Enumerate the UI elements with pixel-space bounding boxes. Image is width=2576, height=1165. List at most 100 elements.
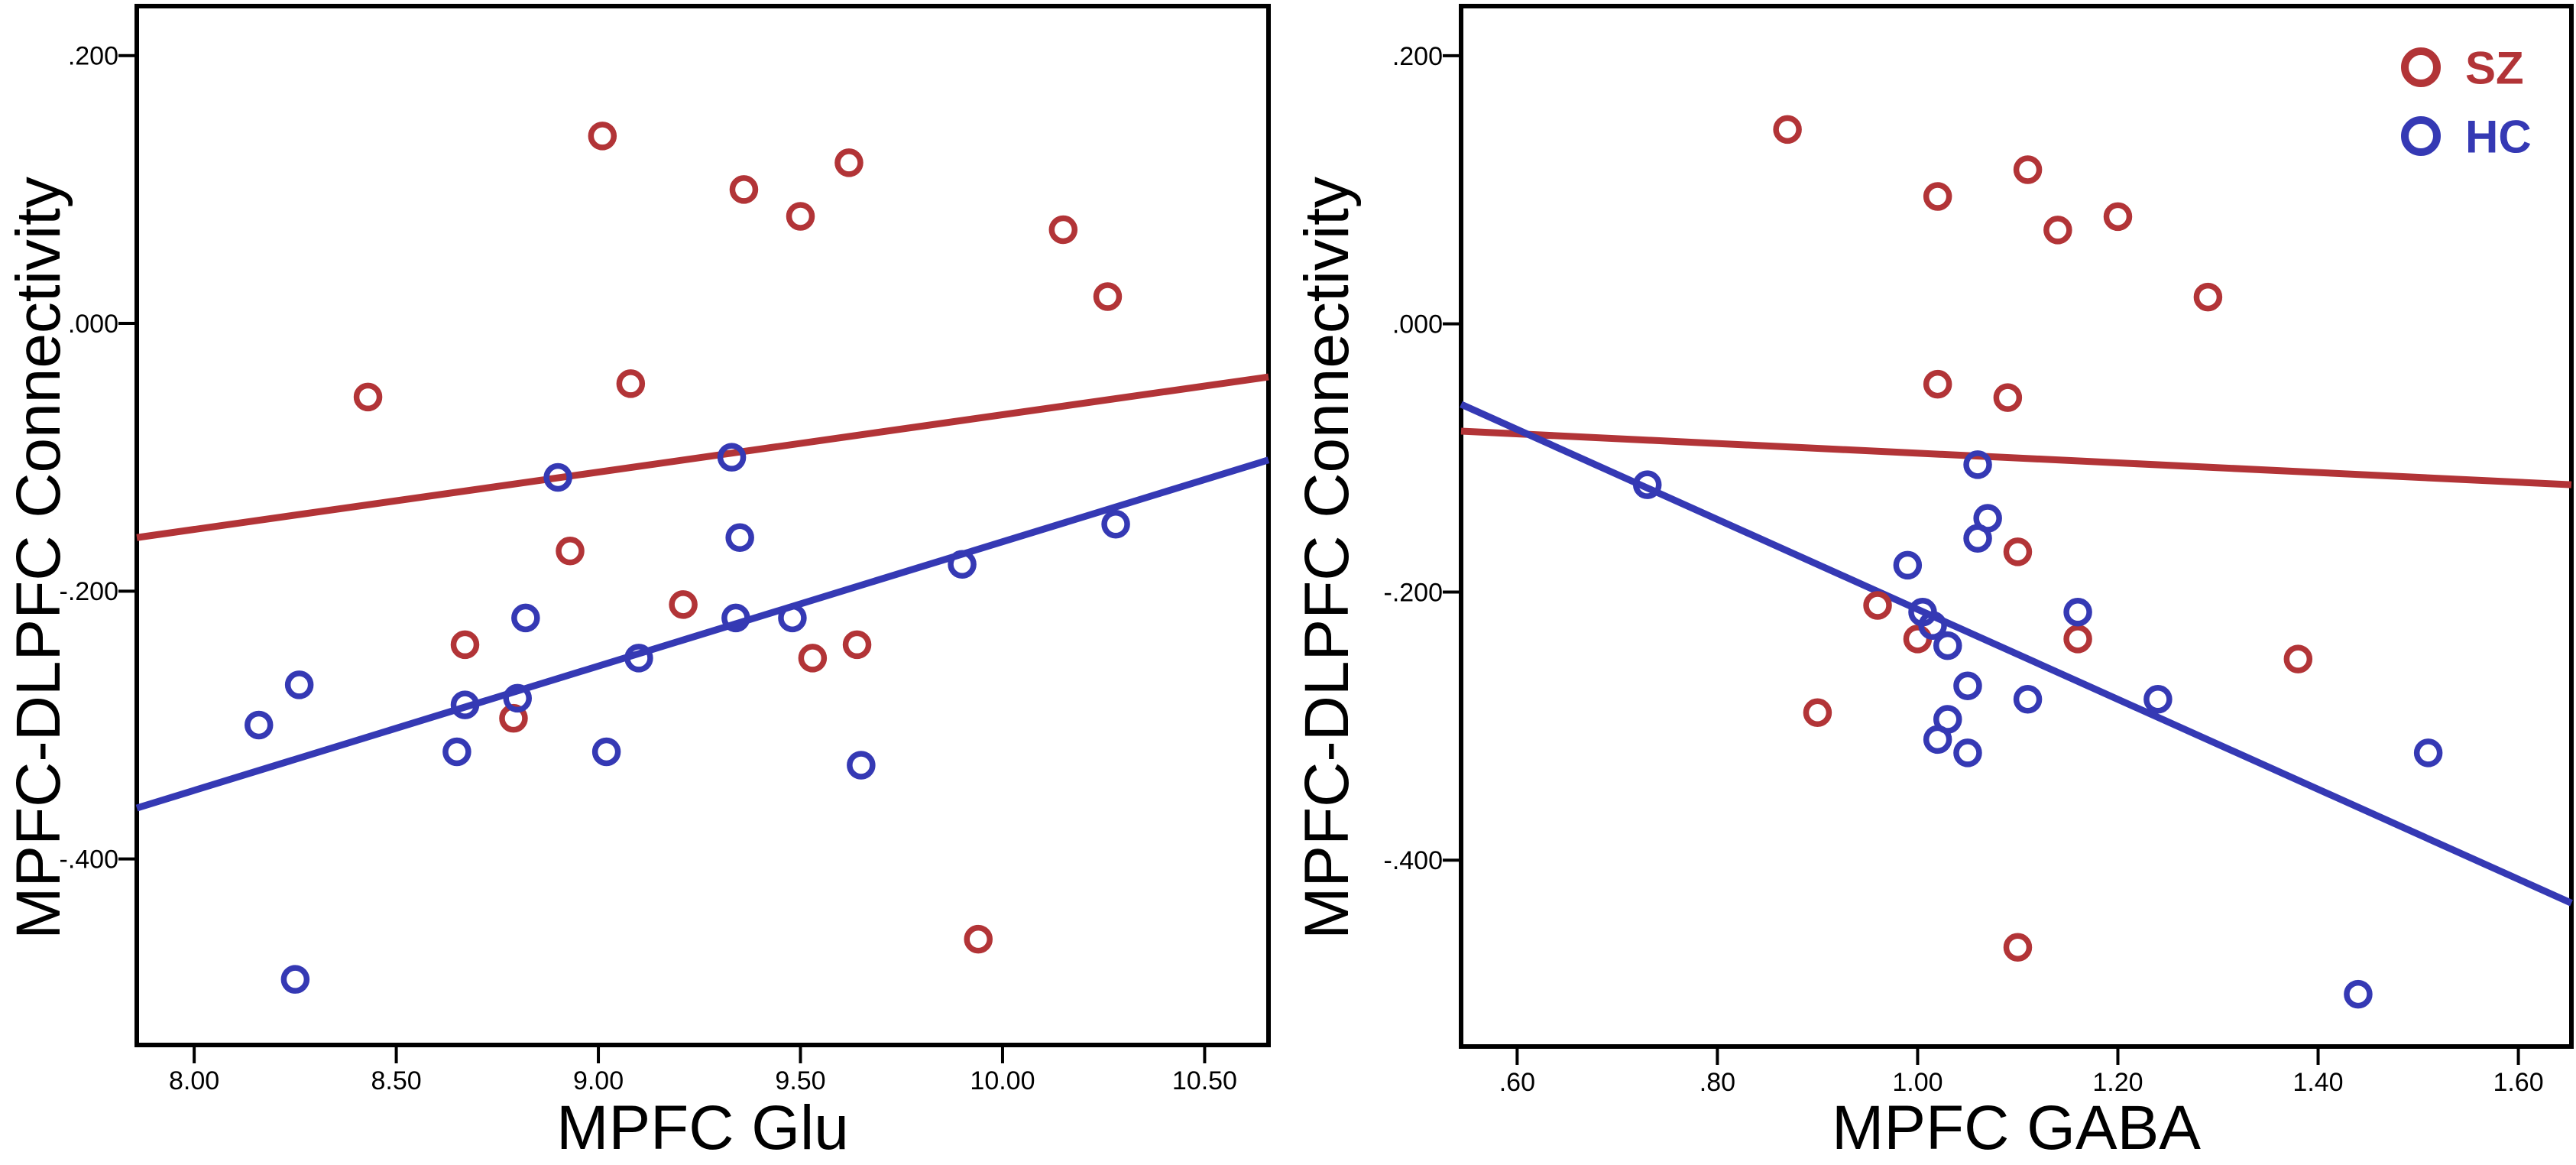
- x-tick-label: 8.50: [371, 1066, 421, 1095]
- x-tick-label: 10.00: [970, 1066, 1035, 1095]
- data-point-hc: [450, 690, 480, 719]
- data-point-hc: [2413, 738, 2443, 767]
- plot-area-border: [1459, 4, 2574, 1049]
- data-point-hc: [1933, 631, 1962, 660]
- data-point-hc: [725, 523, 754, 553]
- data-point-hc: [1893, 550, 1923, 580]
- data-point-sz: [1773, 115, 1802, 144]
- data-point-hc: [503, 683, 533, 713]
- y-tick-label: .000: [1392, 310, 1443, 339]
- x-tick-label: 9.50: [775, 1066, 825, 1095]
- data-point-hc: [284, 670, 314, 699]
- data-point-sz: [786, 202, 815, 231]
- data-point-sz: [1923, 369, 1952, 399]
- x-axis-title: MPFC Glu: [556, 1093, 849, 1163]
- data-point-hc: [2013, 684, 2043, 714]
- data-point-hc: [1963, 524, 1992, 553]
- legend-label-sz: SZ: [2465, 43, 2524, 94]
- data-point-sz: [2103, 202, 2133, 232]
- data-point-sz: [729, 175, 759, 204]
- data-point-sz: [2043, 216, 2072, 245]
- x-tick-label: 1.20: [2092, 1068, 2143, 1097]
- data-point-sz: [842, 630, 872, 660]
- legend-marker-sz: [2401, 47, 2441, 87]
- data-point-sz: [2063, 625, 2092, 654]
- data-point-hc: [1953, 738, 1982, 767]
- y-tick-label: -.200: [60, 577, 119, 606]
- x-tick-label: 9.00: [573, 1066, 624, 1095]
- fit-line-hc: [1460, 401, 2573, 907]
- legend: SZ HC: [2401, 43, 2532, 163]
- data-point-sz: [834, 148, 864, 177]
- data-point-hc: [1632, 470, 1662, 499]
- data-point-hc: [717, 443, 747, 472]
- data-point-sz: [2193, 282, 2223, 312]
- data-point-sz: [353, 382, 383, 412]
- y-tick-label: -.200: [1384, 578, 1444, 607]
- x-axis-title: MPFC GABA: [1832, 1093, 2201, 1163]
- x-tick-label: 8.00: [169, 1066, 219, 1095]
- y-tick-label: -.400: [60, 845, 119, 874]
- data-point-sz: [964, 924, 993, 954]
- y-tick-label: .000: [68, 310, 118, 339]
- y-tick-label: -.400: [1384, 846, 1444, 875]
- data-point-sz: [1093, 282, 1123, 311]
- y-axis-title: MPFC-DLPFC Connectivity: [1292, 177, 1362, 939]
- data-point-hc: [543, 462, 572, 492]
- data-point-sz: [2003, 537, 2033, 566]
- fit-line-sz: [136, 373, 1269, 541]
- x-tick-label: 1.00: [1892, 1068, 1943, 1097]
- data-point-hc: [1953, 671, 1982, 700]
- data-point-hc: [847, 751, 876, 780]
- y-tick-label: .200: [1392, 42, 1443, 71]
- data-point-sz: [588, 122, 617, 151]
- legend-marker-hc: [2401, 116, 2441, 156]
- data-point-sz: [1048, 215, 1078, 245]
- data-point-hc: [1923, 725, 1952, 754]
- data-point-sz: [798, 644, 828, 673]
- x-tick-label: .80: [1700, 1068, 1735, 1097]
- series-sz: [1773, 115, 2313, 962]
- data-point-hc: [721, 603, 750, 633]
- data-point-hc: [2063, 597, 2092, 627]
- data-point-sz: [450, 630, 480, 660]
- data-point-hc: [511, 603, 540, 633]
- data-point-hc: [1918, 611, 1947, 641]
- fit-line-sz: [1460, 427, 2572, 488]
- data-point-hc: [442, 737, 471, 767]
- x-tick-label: 1.40: [2292, 1068, 2343, 1097]
- data-point-sz: [2003, 933, 2033, 962]
- panel-mpfc-gaba: .60 .80 1.00 1.20 1.40 1.60 .200 .000 -.200 -.400…: [1292, 4, 2574, 1163]
- data-point-sz: [1863, 591, 1892, 620]
- data-point-hc: [2344, 979, 2373, 1009]
- x-tick-label: .60: [1499, 1068, 1535, 1097]
- data-point-hc: [778, 603, 807, 633]
- data-point-hc: [624, 644, 653, 673]
- data-point-sz: [1993, 383, 2023, 412]
- data-point-hc: [948, 550, 977, 579]
- series-sz: [353, 122, 1123, 954]
- data-point-hc: [244, 710, 274, 740]
- data-point-hc: [1101, 509, 1130, 539]
- series-hc: [1632, 450, 2443, 1009]
- data-point-sz: [1923, 182, 1952, 211]
- panel-mpfc-glu: 8.00 8.50 9.00 9.50 10.00 10.50 .200 .000 -.200 -…: [4, 4, 1271, 1163]
- data-point-sz: [2013, 155, 2043, 184]
- data-point-sz: [556, 537, 585, 566]
- y-axis-title: MPFC-DLPFC Connectivity: [4, 177, 73, 939]
- data-point-sz: [2283, 644, 2313, 673]
- fit-line-hc: [135, 456, 1270, 812]
- data-point-hc: [2143, 684, 2173, 714]
- x-tick-label: 1.60: [2493, 1068, 2543, 1097]
- y-tick-label: .200: [68, 42, 118, 71]
- plot-area-border: [134, 4, 1271, 1047]
- legend-label-hc: HC: [2465, 112, 2532, 163]
- data-point-hc: [280, 965, 310, 994]
- data-point-hc: [591, 737, 621, 767]
- data-point-sz: [1803, 698, 1832, 728]
- series-hc: [244, 443, 1130, 994]
- data-point-sz: [669, 590, 698, 619]
- data-point-hc: [1963, 450, 1992, 479]
